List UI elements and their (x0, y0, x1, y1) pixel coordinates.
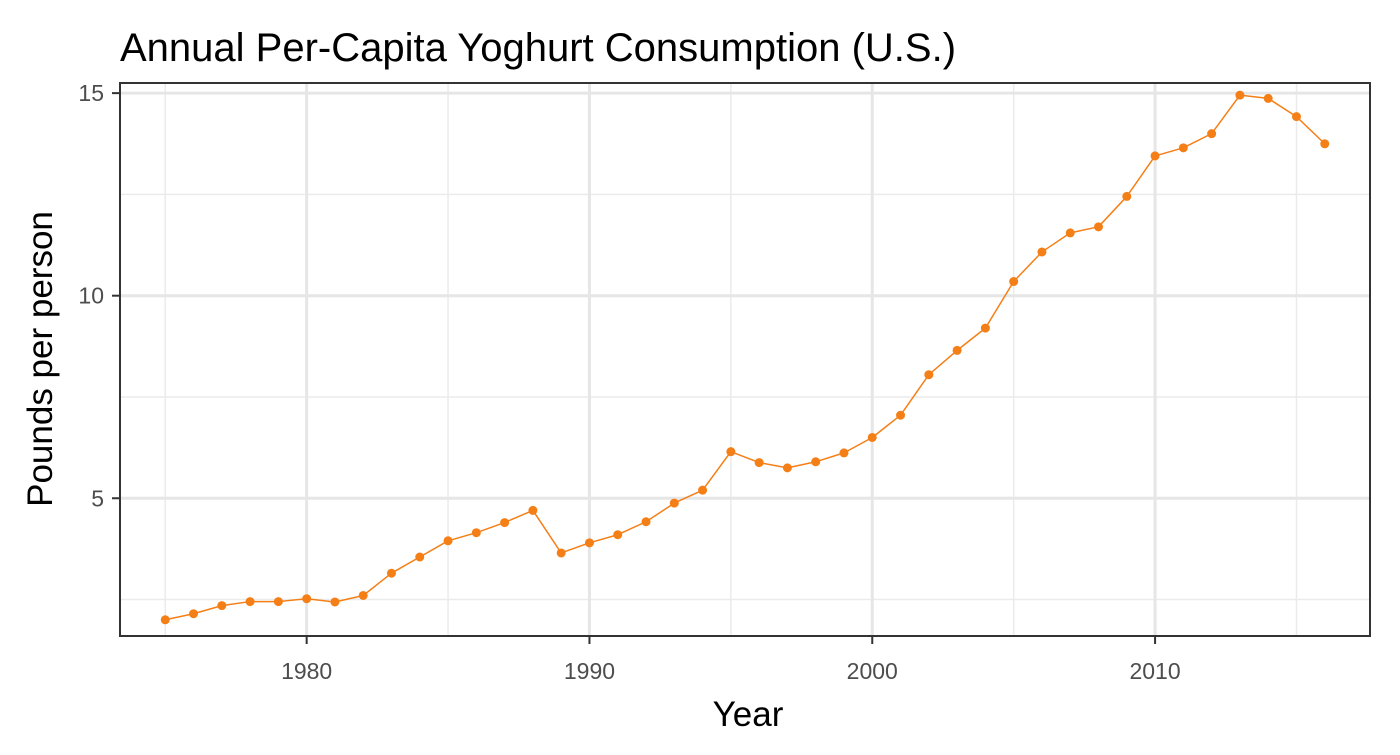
grid-layer (120, 83, 1370, 636)
data-point-2003 (952, 345, 962, 355)
data-point-1995 (726, 447, 736, 457)
data-point-2016 (1320, 139, 1330, 149)
data-point-1996 (754, 458, 764, 468)
data-point-1990 (584, 538, 594, 548)
data-point-2008 (1094, 222, 1104, 232)
data-point-1992 (641, 517, 651, 527)
data-point-2006 (1037, 247, 1047, 257)
data-point-1981 (330, 597, 340, 607)
x-axis-tick-labels: 1980 1990 2000 2010 (281, 658, 1181, 684)
data-point-1980 (302, 594, 312, 604)
data-point-2000 (867, 432, 877, 442)
data-point-2013 (1235, 90, 1245, 100)
x-tick-label-3: 2010 (1129, 658, 1180, 684)
y-axis-tick-labels: 5 10 15 (78, 80, 104, 511)
data-point-2012 (1207, 129, 1217, 139)
data-point-1976 (189, 609, 199, 619)
data-point-2011 (1178, 143, 1188, 153)
y-tick-label-1: 10 (78, 283, 104, 309)
y-tick-label-0: 5 (91, 485, 104, 511)
data-point-2005 (1009, 277, 1019, 287)
data-point-1998 (811, 457, 821, 467)
x-tick-label-0: 1980 (281, 658, 332, 684)
chart-title: Annual Per-Capita Yoghurt Consumption (U… (120, 26, 956, 70)
data-point-2014 (1263, 93, 1273, 103)
data-point-2007 (1065, 228, 1075, 238)
data-point-1989 (556, 548, 566, 558)
data-point-1977 (217, 601, 227, 611)
data-point-1984 (415, 552, 425, 562)
data-point-2004 (980, 323, 990, 333)
data-point-1988 (528, 505, 538, 515)
series-point-layer (160, 90, 1330, 625)
x-axis-title: Year (713, 695, 784, 734)
data-point-2002 (924, 370, 934, 380)
data-point-1975 (160, 615, 170, 625)
data-point-1979 (273, 597, 283, 607)
axis-tick-layer (112, 92, 1157, 644)
x-tick-label-2: 2000 (847, 658, 898, 684)
data-point-1982 (358, 590, 368, 600)
data-point-1987 (500, 518, 510, 528)
data-point-1999 (839, 448, 849, 458)
data-point-1978 (245, 597, 255, 607)
data-point-2009 (1122, 191, 1132, 201)
data-point-1993 (669, 498, 679, 508)
series-line-0 (164, 94, 1326, 621)
plot-border (119, 82, 1371, 637)
data-point-2010 (1150, 151, 1160, 161)
data-point-2001 (896, 410, 906, 420)
x-tick-label-1: 1990 (564, 658, 615, 684)
data-point-1983 (386, 568, 396, 578)
data-point-2015 (1291, 112, 1301, 122)
y-axis-title: Pounds per person (21, 211, 60, 507)
data-point-1986 (471, 528, 481, 538)
series-line-layer (164, 94, 1326, 621)
data-point-1994 (698, 485, 708, 495)
data-point-1991 (613, 530, 623, 540)
data-point-1985 (443, 536, 453, 546)
data-point-1997 (782, 463, 792, 473)
y-tick-label-2: 15 (78, 80, 104, 106)
plot-panel (120, 83, 1370, 636)
